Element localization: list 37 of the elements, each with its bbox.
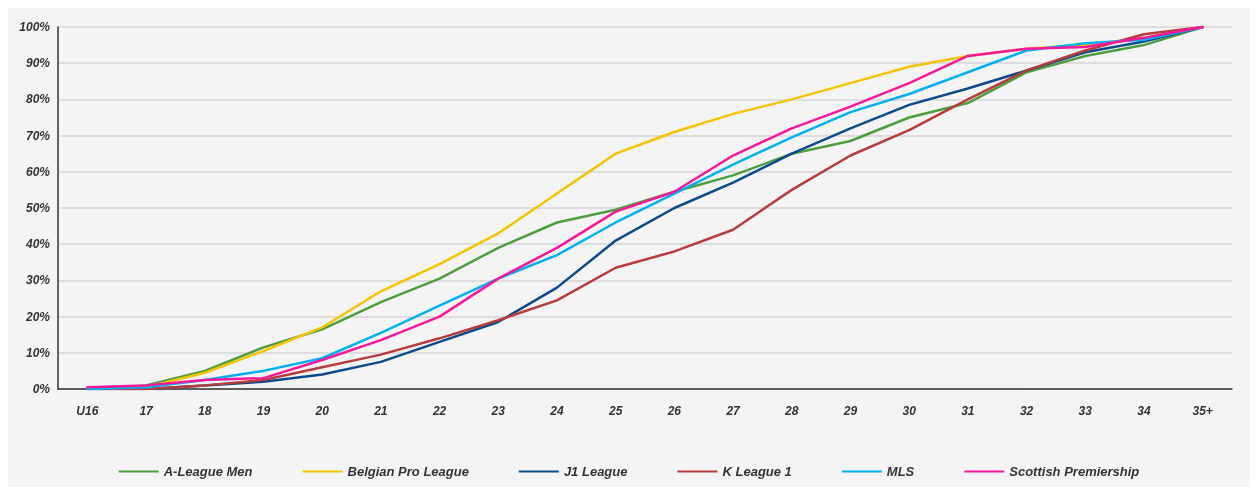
y-tick-label: 60% [25,164,51,179]
legend-label: MLS [886,464,915,479]
x-tick-label: 20 [314,404,330,418]
x-tick-label: 34 [1137,404,1151,418]
legend-label: K League 1 [722,464,792,479]
x-tick-label: 35+ [1192,404,1213,418]
y-tick-label: 30% [25,273,51,288]
y-tick-label: 0% [32,382,51,396]
x-tick-label: 32 [1019,404,1034,418]
legend-label: J1 League [563,464,628,479]
x-tick-label: 29 [842,404,858,418]
legend-label: Belgian Pro League [347,464,469,479]
x-tick-label: 30 [902,404,917,418]
x-tick-label: 33 [1078,404,1093,418]
x-tick-label: 21 [373,404,388,418]
x-tick-label: 23 [490,404,506,418]
legend-label: Scottish Premiership [1009,464,1140,479]
x-tick-label: 31 [961,404,975,418]
x-tick-label: 27 [725,404,742,418]
x-tick-label: 25 [607,404,623,418]
y-tick-label: 10% [25,345,51,360]
x-tick-label: 22 [431,404,447,418]
y-tick-label: 90% [25,56,51,71]
y-tick-label: 20% [24,309,51,324]
x-tick-label: 18 [198,404,212,418]
y-tick-label: 70% [25,128,51,143]
legend-label: A-League Men [162,464,253,479]
y-tick-label: 80% [25,92,51,107]
y-tick-label: 40% [24,237,51,252]
x-tick-label: 26 [666,404,682,418]
x-tick-label: 24 [549,404,564,418]
x-tick-label: 17 [139,404,155,418]
x-tick-label: 19 [256,404,271,418]
y-tick-label: 50% [25,201,51,215]
y-tick-label: 100% [19,20,51,34]
x-tick-label: 28 [784,404,799,418]
x-tick-label: U16 [76,404,99,418]
